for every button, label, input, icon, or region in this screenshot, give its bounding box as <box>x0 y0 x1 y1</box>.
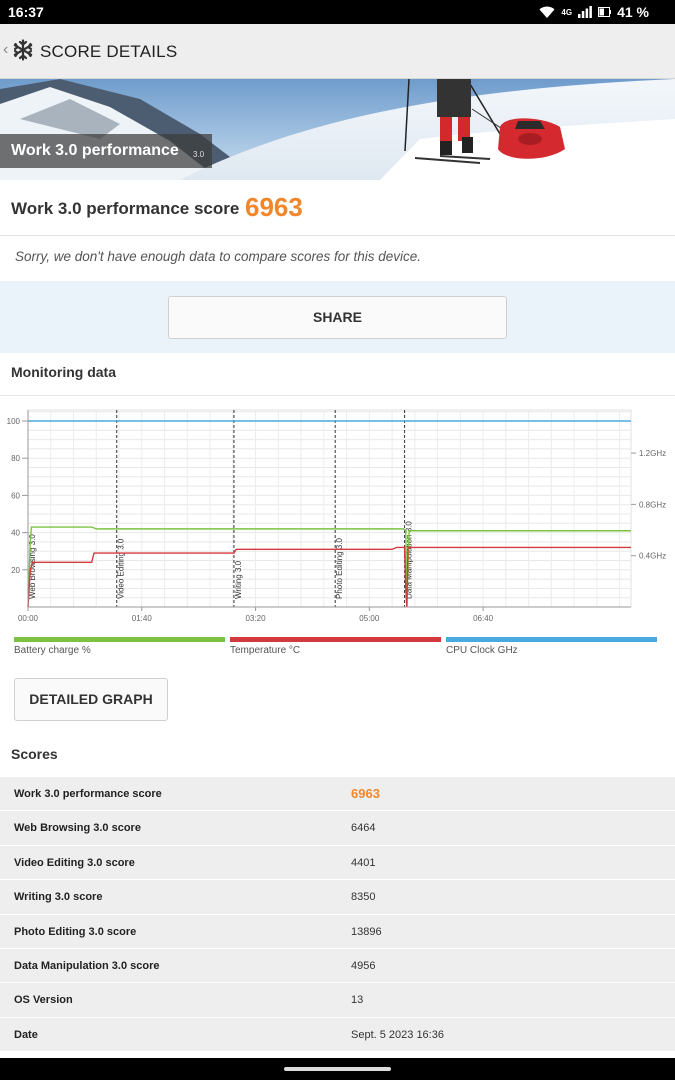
phase-label: Photo Editing 3.0 <box>335 538 344 599</box>
network-label: 4G <box>561 7 573 17</box>
y-tick-label: 100 <box>7 417 21 426</box>
series-line <box>27 546 631 608</box>
row-label: Writing 3.0 score <box>14 891 103 904</box>
signal-icon <box>578 6 592 18</box>
legend-label-cpu-clock: CPU Clock GHz <box>446 645 518 656</box>
divider <box>0 395 675 396</box>
hero-title: Work 3.0 performance <box>11 142 179 159</box>
monitoring-chart: 20 40 60 80 100 0.4GHz 0.8GHz 1.2GHz 00:00 01:40 0… <box>7 409 666 623</box>
y-right-tick-label: 0.8GHz <box>639 500 666 509</box>
status-icons: 4G 41 % <box>539 4 649 20</box>
chevron-left-icon[interactable]: ‹ <box>3 41 9 58</box>
row-value: Sept. 5 2023 16:36 <box>351 1028 444 1041</box>
row-label: Web Browsing 3.0 score <box>14 822 141 835</box>
y-tick-label: 20 <box>11 566 20 575</box>
row-value: 8350 <box>351 891 376 904</box>
legend-cpu-clock: CPU Clock GHz <box>446 637 657 656</box>
status-bar: 16:37 4G 41 % <box>0 0 675 24</box>
wifi-icon <box>539 6 555 18</box>
detailed-graph-button[interactable]: DETAILED GRAPH <box>14 678 168 721</box>
x-tick-label: 03:20 <box>246 614 267 623</box>
phase-label: Video Editing 3.0 <box>117 538 126 599</box>
home-handle[interactable] <box>284 1067 391 1071</box>
y-tick-label: 40 <box>11 529 20 538</box>
compare-note: Sorry, we don't have enough data to comp… <box>0 237 675 281</box>
x-tick-label: 06:40 <box>473 614 494 623</box>
table-row: Data Manipulation 3.0 score 4956 <box>0 948 675 984</box>
table-row: OS Version 13 <box>0 983 675 1018</box>
legend-temperature: Temperature °C <box>230 637 441 656</box>
row-label: OS Version <box>14 994 73 1007</box>
x-tick-label: 00:00 <box>18 614 39 623</box>
hero-banner: Work 3.0 performance 3.0 <box>0 79 675 180</box>
scores-title: Scores <box>11 746 58 762</box>
battery-percent: 41 % <box>617 4 649 20</box>
compare-note-text: Sorry, we don't have enough data to comp… <box>15 249 422 264</box>
row-value: 6464 <box>351 822 376 835</box>
row-label: Video Editing 3.0 score <box>14 856 135 869</box>
legend-swatch-battery <box>14 637 225 642</box>
y-tick-label: 80 <box>11 454 20 463</box>
phase-label: Writing 3.0 <box>234 560 243 599</box>
legend-swatch-cpu-clock <box>446 637 657 642</box>
snowflake-icon[interactable] <box>12 39 34 61</box>
hero-version: 3.0 <box>193 150 205 159</box>
monitoring-title: Monitoring data <box>11 364 116 380</box>
skier-figure <box>404 79 565 164</box>
score-header: Work 3.0 performance score 6963 <box>0 180 675 236</box>
row-label: Data Manipulation 3.0 score <box>14 959 160 972</box>
table-row: Writing 3.0 score 8350 <box>0 880 675 915</box>
status-time: 16:37 <box>8 4 44 20</box>
scores-table: Work 3.0 performance score 6963 Web Brow… <box>0 777 675 1053</box>
score-header-value: 6963 <box>245 192 303 222</box>
legend-label-temperature: Temperature °C <box>230 645 301 656</box>
battery-icon <box>598 7 612 17</box>
hero-label-bg: Work 3.0 performance <box>0 134 212 168</box>
y-right-tick-label: 0.4GHz <box>639 552 666 561</box>
plot-area <box>27 409 632 608</box>
row-value: 13896 <box>351 925 382 938</box>
row-value: 6963 <box>351 786 380 801</box>
table-row: Video Editing 3.0 score 4401 <box>0 845 675 881</box>
row-value: 4956 <box>351 959 376 972</box>
share-button[interactable]: SHARE <box>168 296 507 339</box>
table-row: Photo Editing 3.0 score 13896 <box>0 914 675 949</box>
legend-label-battery: Battery charge % <box>14 645 91 656</box>
phase-label: Data Manipulation 3.0 <box>405 521 414 599</box>
page-title: SCORE DETAILS <box>40 42 178 61</box>
app-bar: ‹ SCORE DETAILS <box>0 24 675 79</box>
y-right-tick-label: 1.2GHz <box>639 449 666 458</box>
legend-swatch-temperature <box>230 637 441 642</box>
row-value: 4401 <box>351 856 376 869</box>
phase-label: Web Browsing 3.0 <box>28 534 37 599</box>
share-section: SHARE <box>0 281 675 353</box>
score-header-label: Work 3.0 performance score <box>11 199 240 218</box>
row-value: 13 <box>351 994 364 1007</box>
table-row: Work 3.0 performance score 6963 <box>0 777 675 812</box>
row-label: Photo Editing 3.0 score <box>14 925 137 938</box>
legend-battery: Battery charge % <box>14 637 225 656</box>
table-row: Web Browsing 3.0 score 6464 <box>0 811 675 846</box>
navigation-bar <box>0 1058 675 1080</box>
x-tick-label: 05:00 <box>359 614 380 623</box>
table-row: Date Sept. 5 2023 16:36 <box>0 1017 675 1053</box>
row-label: Work 3.0 performance score <box>14 788 162 800</box>
row-label: Date <box>14 1028 38 1041</box>
x-tick-label: 01:40 <box>132 614 153 623</box>
y-tick-label: 60 <box>11 491 20 500</box>
